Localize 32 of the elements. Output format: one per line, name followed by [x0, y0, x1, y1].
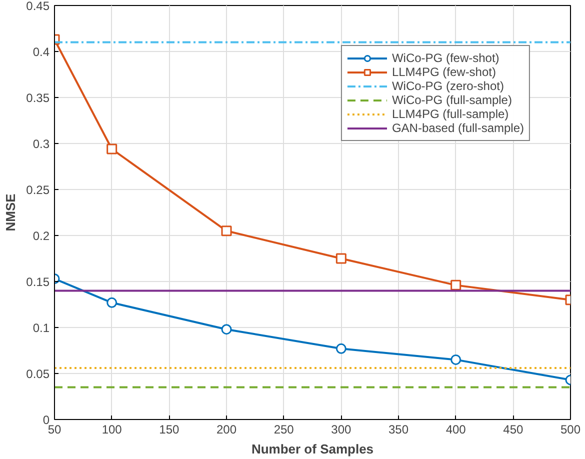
legend-label: GAN-based (full-sample) [392, 121, 524, 135]
legend-label: WiCo-PG (zero-shot) [392, 79, 504, 93]
y-tick-label: 0.1 [32, 321, 50, 335]
x-tick-label: 50 [48, 422, 62, 436]
legend-label: LLM4PG (full-sample) [392, 107, 509, 121]
point [336, 253, 346, 264]
x-tick-label: 400 [446, 422, 466, 436]
y-tick-label: 0 [42, 413, 50, 427]
y-tick-label: 0.4 [32, 45, 50, 59]
y-axis-title: NMSE [3, 193, 18, 232]
x-tick-label: 450 [503, 422, 524, 436]
point [221, 226, 232, 236]
x-tick-label: 150 [159, 422, 180, 436]
y-tick-label: 0.25 [26, 183, 50, 197]
point [336, 343, 346, 354]
legend-label: LLM4PG (few-shot) [392, 65, 496, 79]
legend-label: WiCo-PG (full-sample) [392, 93, 512, 107]
x-axis-title: Number of Samples [251, 442, 374, 456]
x-tick-label: 500 [560, 422, 581, 436]
y-tick-label: 0.05 [26, 367, 50, 381]
x-tick-label: 100 [102, 422, 122, 436]
y-tick-label: 0.3 [32, 137, 50, 151]
y-tick-label: 0.15 [26, 275, 50, 289]
y-tick-label: 0.35 [26, 91, 50, 105]
x-tick-label: 200 [216, 422, 237, 436]
y-tick-label: 0.2 [32, 229, 50, 243]
y-tick-label: 0.45 [26, 0, 50, 13]
x-tick-label: 250 [274, 422, 294, 436]
x-tick-label: 300 [331, 422, 352, 436]
legend-label: WiCo-PG (few-shot) [392, 51, 500, 65]
point [221, 324, 232, 335]
x-tick-label: 350 [388, 422, 409, 436]
